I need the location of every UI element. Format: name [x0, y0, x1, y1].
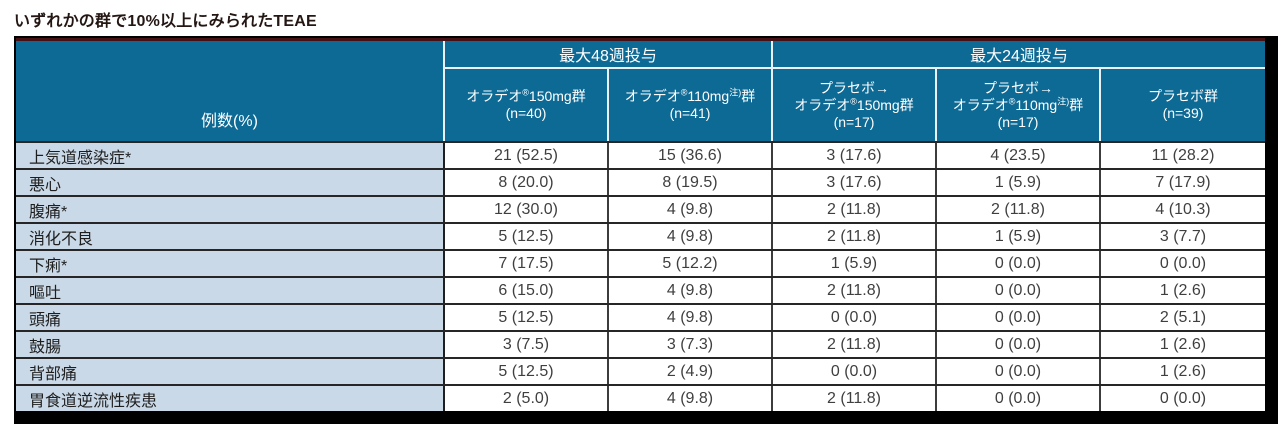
value-cell: 4 (9.8) [609, 197, 773, 222]
value-cell: 7 (17.9) [1155, 173, 1211, 191]
value-cell: 8 (19.5) [609, 170, 773, 195]
table-row: 上気道感染症* 21 (52.5) 15 (36.6) 3 (17.6) 4 (23.5… [16, 141, 1265, 168]
value-cell: 0 (0.0) [1159, 254, 1207, 272]
value-cell: 2 (11.8) [773, 278, 937, 303]
value-cell: 5 (12.5) [445, 359, 609, 384]
value-cell: 5 (12.5) [445, 305, 609, 330]
column-header-3: プラセボ→ オラデオ®150mg群 (n=17) [773, 69, 937, 141]
value-cell: 0 (0.0) [937, 305, 1101, 330]
row-label: 頭痛 [16, 305, 445, 330]
table-row: 頭痛 5 (12.5) 4 (9.8) 0 (0.0) 0 (0.0) 2 (5.1) [16, 303, 1265, 330]
table-top-accent [16, 38, 1265, 41]
row-label: 消化不良 [16, 224, 445, 249]
value-cell: 0 (0.0) [937, 332, 1101, 357]
value-cell: 11 (28.2) [1151, 146, 1215, 164]
value-cell: 4 (10.3) [1155, 200, 1211, 218]
group-header-48w: 最大48週投与 [445, 41, 773, 67]
value-cell: 1 (5.9) [937, 224, 1101, 249]
value-cell: 2 (11.8) [773, 224, 937, 249]
row-label: 上気道感染症* [16, 143, 445, 168]
column-header-4: プラセボ→ オラデオ®110mg注)群 (n=17) [937, 69, 1101, 141]
value-cell: 4 (9.8) [609, 278, 773, 303]
column-headers-row: オラデオ®150mg群 (n=40) オラデオ®110mg注)群 (n=41) プラセボ… [445, 69, 1265, 141]
value-cell: 3 (7.5) [445, 332, 609, 357]
column-header-2: オラデオ®110mg注)群 (n=41) [609, 69, 773, 141]
header-right: 最大48週投与 最大24週投与 オラデオ®150mg群 (n=40) オラデオ®11… [445, 41, 1265, 141]
value-cell: 3 (7.7) [1159, 227, 1207, 245]
value-cell: 4 (23.5) [937, 143, 1101, 168]
value-cell: 2 (5.1) [1159, 308, 1207, 326]
value-cell: 4 (9.8) [609, 224, 773, 249]
row-label: 背部痛 [16, 359, 445, 384]
table-row: 下痢* 7 (17.5) 5 (12.2) 1 (5.9) 0 (0.0) 0 (0.0) [16, 249, 1265, 276]
value-cell: 1 (2.6) [1159, 362, 1207, 380]
value-cell: 1 (2.6) [1159, 281, 1207, 299]
value-cell: 5 (12.5) [445, 224, 609, 249]
value-cell: 4 (9.8) [609, 305, 773, 330]
row-label: 下痢* [16, 251, 445, 276]
value-cell: 0 (0.0) [937, 278, 1101, 303]
value-cell: 3 (17.6) [773, 170, 937, 195]
table-row: 嘔吐 6 (15.0) 4 (9.8) 2 (11.8) 0 (0.0) 1 (2.6) [16, 276, 1265, 303]
row-label: 腹痛* [16, 197, 445, 222]
value-cell: 0 (0.0) [937, 359, 1101, 384]
value-cell: 0 (0.0) [1159, 389, 1207, 407]
table-row: 胃食道逆流性疾患 2 (5.0) 4 (9.8) 2 (11.8) 0 (0.0) 0 (… [16, 384, 1265, 411]
table-row: 背部痛 5 (12.5) 2 (4.9) 0 (0.0) 0 (0.0) 1 (2.6) [16, 357, 1265, 384]
value-cell: 2 (11.8) [937, 197, 1101, 222]
value-cell: 3 (17.6) [773, 143, 937, 168]
table-header: 例数(%) 最大48週投与 最大24週投与 オラデオ®150mg群 (n=40) オ… [16, 41, 1265, 141]
table-row: 腹痛* 12 (30.0) 4 (9.8) 2 (11.8) 2 (11.8) 4 (10… [16, 195, 1265, 222]
value-cell: 8 (20.0) [445, 170, 609, 195]
row-label: 悪心 [16, 170, 445, 195]
value-cell: 0 (0.0) [937, 386, 1101, 411]
teae-table-frame: 例数(%) 最大48週投与 最大24週投与 オラデオ®150mg群 (n=40) オ… [14, 36, 1278, 424]
value-cell: 7 (17.5) [445, 251, 609, 276]
table-row: 鼓腸 3 (7.5) 3 (7.3) 2 (11.8) 0 (0.0) 1 (2.6) [16, 330, 1265, 357]
value-cell: 2 (11.8) [773, 197, 937, 222]
value-cell: 1 (2.6) [1159, 335, 1207, 353]
value-cell: 3 (7.3) [609, 332, 773, 357]
value-cell: 2 (5.0) [445, 386, 609, 411]
value-cell: 1 (5.9) [773, 251, 937, 276]
table-row: 消化不良 5 (12.5) 4 (9.8) 2 (11.8) 1 (5.9) 3 (7.7… [16, 222, 1265, 249]
value-cell: 4 (9.8) [609, 386, 773, 411]
group-header-row: 最大48週投与 最大24週投与 [445, 41, 1265, 69]
value-cell: 6 (15.0) [445, 278, 609, 303]
page-title: いずれかの群で10%以上にみられたTEAE [14, 13, 317, 30]
corner-header: 例数(%) [16, 41, 445, 141]
value-cell: 0 (0.0) [773, 359, 937, 384]
row-label: 嘔吐 [16, 278, 445, 303]
value-cell: 0 (0.0) [937, 251, 1101, 276]
row-label: 鼓腸 [16, 332, 445, 357]
value-cell: 5 (12.2) [609, 251, 773, 276]
column-header-5: プラセボ群 (n=39) [1148, 88, 1218, 121]
table-row: 悪心 8 (20.0) 8 (19.5) 3 (17.6) 1 (5.9) 7 (17.9… [16, 168, 1265, 195]
value-cell: 1 (5.9) [937, 170, 1101, 195]
value-cell: 12 (30.0) [445, 197, 609, 222]
value-cell: 2 (4.9) [609, 359, 773, 384]
value-cell: 21 (52.5) [445, 143, 609, 168]
group-header-24w: 最大24週投与 [970, 48, 1068, 65]
value-cell: 2 (11.8) [773, 386, 937, 411]
teae-table: 例数(%) 最大48週投与 最大24週投与 オラデオ®150mg群 (n=40) オ… [16, 41, 1265, 411]
table-body: 上気道感染症* 21 (52.5) 15 (36.6) 3 (17.6) 4 (23.5… [16, 141, 1265, 411]
value-cell: 0 (0.0) [773, 305, 937, 330]
value-cell: 2 (11.8) [773, 332, 937, 357]
row-label: 胃食道逆流性疾患 [16, 386, 445, 411]
value-cell: 15 (36.6) [609, 143, 773, 168]
column-header-1: オラデオ®150mg群 (n=40) [445, 69, 609, 141]
